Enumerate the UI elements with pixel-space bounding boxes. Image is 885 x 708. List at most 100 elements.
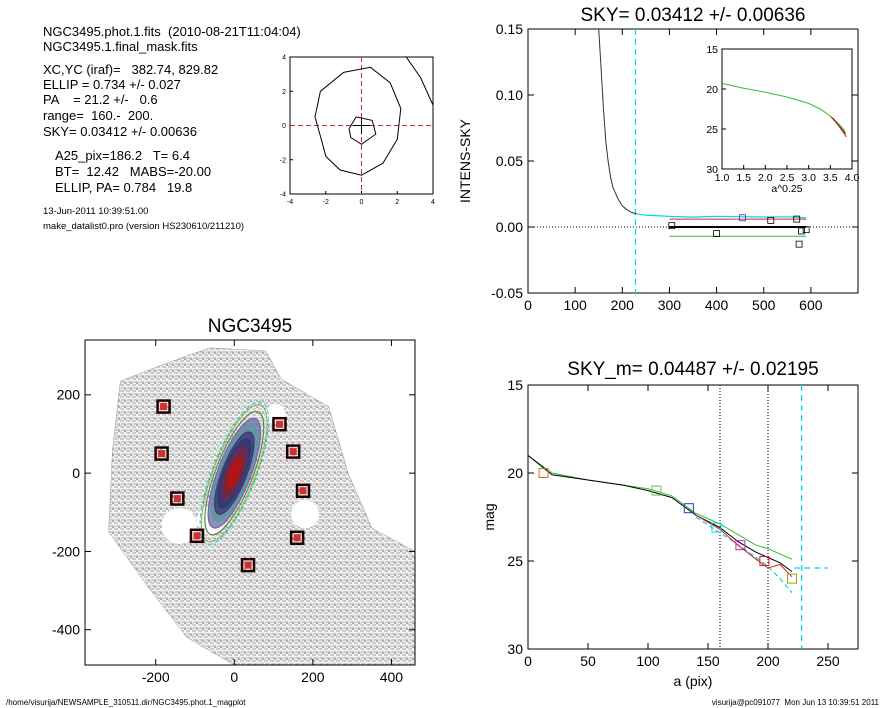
galaxy-isophote: [227, 458, 242, 488]
galaxy-xtick-label: -200: [142, 669, 170, 685]
intens-xtick-label: 500: [752, 297, 776, 313]
intens-square-marker: [795, 240, 803, 248]
intens-square-marker: [798, 227, 805, 235]
footer-user-date: visurija@pc091077 Mon Jun 13 10:39:51 20…: [711, 698, 879, 707]
mag-xtick-label: 150: [696, 653, 720, 669]
contour-ytick-label: -4: [280, 192, 286, 199]
galaxy-isophote: [204, 410, 265, 536]
mag-square-marker: [651, 485, 662, 496]
contour-xtick-label: 4: [431, 199, 435, 206]
mag-ytick-label: 25: [507, 553, 523, 569]
sky-box-marker: [156, 399, 171, 414]
mag-xlabel: a (pix): [674, 673, 713, 689]
mag-frame: [527, 384, 859, 650]
intens-ylabel: INTENS-SKY: [457, 118, 473, 203]
contour-ytick-label: -2: [280, 157, 286, 164]
galaxy-outer-ellipse: [199, 401, 270, 545]
contour-corner: [405, 56, 434, 106]
intens-xtick-label: 200: [611, 297, 635, 313]
header-pa: PA = 21.2 +/- 0.6: [43, 92, 158, 107]
intens-xtick-label: 300: [658, 297, 682, 313]
galaxy-ytick-label: -400: [52, 622, 80, 638]
header-date: 13-Jun-2011 10:39:51.00: [43, 206, 149, 217]
intens-plot-area: [528, 29, 858, 293]
contour-xtick-label: -4: [287, 199, 293, 206]
intens-title: SKY= 0.03412 +/- 0.00636: [580, 5, 805, 26]
mag-xtick-label: 0: [524, 653, 532, 669]
intens-xtick-label: 600: [799, 297, 823, 313]
inset-ytick-label: 30: [706, 164, 718, 176]
mag-xtick-label: 50: [580, 653, 596, 669]
intens-ytick-label: 0.15: [496, 21, 523, 37]
footer-path: /home/visurija/NEWSAMPLE_310511.dir/NGC3…: [6, 698, 246, 707]
mag-green-curve: [528, 454, 793, 560]
inset-xtick-label: 3.0: [801, 172, 816, 184]
galaxy-title: NGC3495: [208, 316, 293, 337]
contour-xtick-label: 2: [395, 199, 399, 206]
contour-ytick-label: 4: [282, 55, 286, 62]
intens-xtick-label: 400: [705, 297, 729, 313]
intens-xtick-label: 100: [563, 297, 587, 313]
intens-ytick-label: 0.00: [496, 219, 523, 235]
header-sky: SKY= 0.03412 +/- 0.00636: [43, 124, 197, 139]
sky-box-fill: [158, 450, 166, 458]
intens-profile: [598, 29, 637, 215]
intens-square-marker: [713, 230, 720, 238]
inset-xlabel: a^0.25: [771, 183, 802, 195]
header-range: range= 160.- 200.: [43, 108, 154, 123]
mag-square-marker: [711, 522, 722, 533]
mag-square-marker: [787, 573, 797, 584]
galaxy-xtick-label: 0: [230, 669, 238, 685]
galaxy-xtick-label: 200: [301, 669, 325, 685]
intens-ytick-label: -0.05: [491, 285, 523, 301]
galaxy-ytick-label: 0: [72, 465, 80, 481]
mag-ytick-label: 15: [507, 377, 523, 393]
mag-xtick-label: 250: [816, 653, 840, 669]
inset-xtick-label: 1.5: [736, 172, 751, 184]
sky-box-fill: [244, 561, 252, 569]
inset-ytick-label: 25: [706, 124, 718, 136]
sky-box-fill: [293, 534, 301, 542]
mag-ytick-label: 20: [507, 465, 523, 481]
intens-profile-tail: [636, 213, 807, 219]
header-ellip-pa: ELLIP, PA= 0.784 19.8: [55, 180, 193, 195]
galaxy-mask-hole: [291, 500, 319, 529]
header-bt: BT= 12.42 MABS=-20.00: [55, 164, 212, 179]
intens-square-marker: [668, 222, 676, 230]
inset-ytick-label: 15: [706, 44, 718, 56]
sky-box-fill: [299, 487, 307, 495]
contour-outer: [314, 66, 402, 176]
sky-box-marker: [189, 528, 205, 544]
mag-ytick-label: 30: [507, 641, 523, 657]
sky-box-marker: [289, 530, 305, 545]
header-xcyc: XC,YC (iraf)= 382.74, 829.82: [43, 62, 219, 77]
inset-xtick-label: 1.0: [715, 172, 730, 184]
sky-box-marker: [154, 446, 169, 461]
contour-inner: [348, 116, 377, 145]
galaxy-footprint: [108, 347, 416, 666]
intens-ytick-label: 0.10: [496, 87, 523, 103]
contour-ytick-label: 2: [282, 89, 286, 96]
mag-red-curve: [695, 514, 793, 578]
mag-ylabel: mag: [481, 503, 497, 530]
inset-xtick-label: 3.5: [823, 172, 838, 184]
intens-xtick-label: 0: [524, 297, 532, 313]
mag-cyan-curve: [695, 516, 793, 594]
mag-title: SKY_m= 0.04487 +/- 0.02195: [567, 359, 818, 380]
sky-box-marker: [272, 416, 287, 432]
sky-box-fill: [289, 448, 297, 456]
galaxy-frame: [84, 339, 416, 666]
intens-square-marker: [802, 226, 810, 234]
mag-square-marker: [735, 540, 746, 551]
sky-box-marker: [285, 444, 301, 459]
inset-xtick-label: 2.0: [758, 172, 773, 184]
contour-xtick-label: -2: [323, 199, 329, 206]
galaxy-mask-hole: [161, 507, 198, 544]
sky-box-fill: [275, 420, 283, 428]
intens-square-marker: [793, 215, 801, 223]
header-ellip: ELLIP = 0.734 +/- 0.027: [43, 77, 181, 92]
intens-square-marker: [739, 214, 746, 222]
